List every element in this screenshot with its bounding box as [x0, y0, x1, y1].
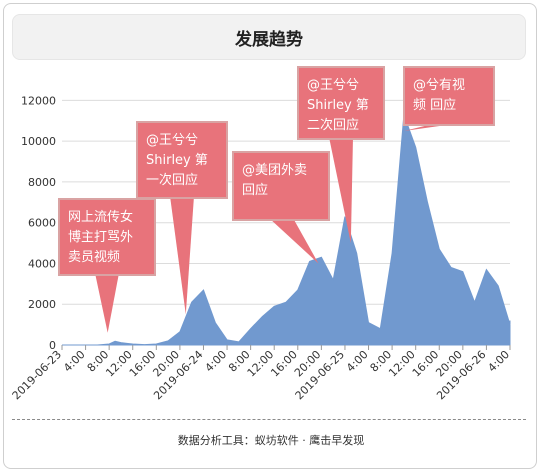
callout-pointer: [269, 218, 319, 264]
callout-text: 回应: [242, 182, 268, 198]
callout-text: 卖员视频: [68, 250, 120, 265]
y-tick-label: 6000: [28, 217, 56, 230]
chart-title: 发展趋势: [235, 29, 303, 50]
callout-text: 博主打骂外: [68, 230, 133, 245]
callout-pointer: [403, 123, 461, 131]
x-tick-label: 4:00: [61, 348, 88, 375]
callout-box: [403, 66, 495, 126]
x-tick-label: 2019-06-23: [10, 348, 64, 402]
x-tick-label: 4:00: [485, 348, 512, 375]
area-series: [62, 114, 511, 346]
callout-text: @王兮兮: [146, 133, 198, 148]
callout-text: Shirley 第: [146, 153, 208, 168]
callout-box: [136, 121, 228, 199]
callout-text: 二次回应: [307, 117, 359, 133]
y-tick-label: 2000: [28, 298, 56, 311]
y-tick-label: 8000: [28, 176, 56, 189]
footer-divider: [12, 419, 526, 420]
y-tick-label: 12000: [21, 94, 56, 107]
callout-text: Shirley 第: [307, 98, 369, 113]
callout-box: [232, 151, 330, 221]
callout-pointer: [329, 137, 353, 244]
callout-text: @兮有视: [413, 78, 465, 93]
y-tick-label: 4000: [28, 257, 56, 270]
callout-pointer: [170, 196, 194, 315]
callout-pointer: [95, 273, 119, 333]
callout-text: 网上流传女: [68, 209, 133, 225]
title-bar: 发展趋势: [12, 14, 526, 60]
callout-text: 频 回应: [413, 97, 456, 113]
callout-text: @王兮兮: [307, 78, 359, 93]
footer-text: 数据分析工具：蚁坊软件 · 鹰击早发现: [177, 434, 365, 447]
y-tick-label: 10000: [21, 135, 56, 148]
callout-text: 一次回应: [146, 172, 198, 188]
y-tick-label: 0: [49, 339, 56, 352]
callout-text: @美团外卖: [242, 163, 307, 178]
callout-box: [297, 66, 385, 140]
callout-box: [58, 198, 156, 276]
x-tick-label: 4:00: [203, 348, 230, 375]
x-tick-label: 4:00: [344, 348, 371, 375]
